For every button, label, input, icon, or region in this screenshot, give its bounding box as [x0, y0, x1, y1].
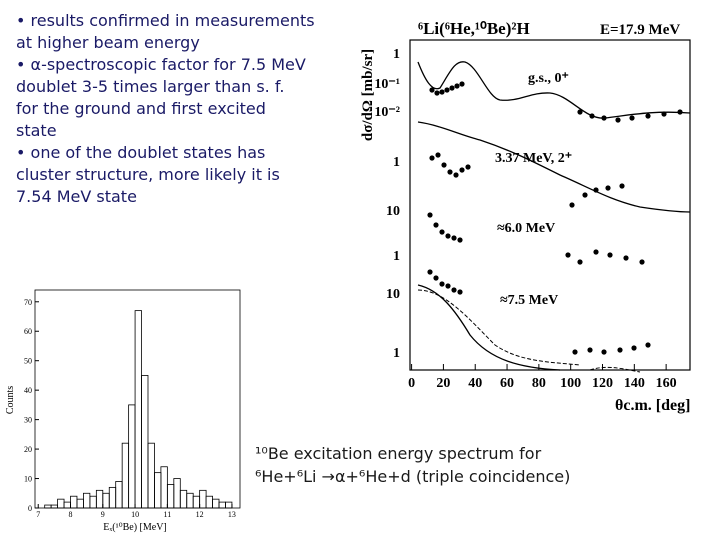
x-tick-label: 10 — [131, 510, 139, 519]
histogram-bar — [192, 495, 201, 509]
bullet-line: state — [16, 121, 57, 140]
curve — [417, 121, 691, 213]
y-tick-label: 30 — [24, 416, 32, 425]
data-points — [427, 81, 683, 355]
histogram-bar — [102, 492, 110, 509]
histogram-bar — [218, 501, 226, 509]
plot-frame — [409, 39, 691, 371]
panel-label: g.s., 0⁺ — [528, 71, 569, 86]
curve — [589, 366, 641, 373]
y-tick-label: 70 — [24, 298, 32, 307]
histogram-bar — [160, 466, 168, 509]
y-tick-label: 10 — [24, 475, 32, 484]
histogram-bar — [57, 498, 65, 509]
x-tick-label: 40 — [468, 376, 482, 391]
y-tick-label: 1 — [393, 155, 400, 170]
panel-label: 3.37 MeV, 2⁺ — [495, 151, 572, 166]
bullet-line: • one of the doublet states has — [16, 143, 266, 162]
histogram-bar — [225, 501, 233, 509]
histogram-bar — [212, 498, 220, 509]
bullet-line: • results confirmed in measurements — [16, 11, 315, 30]
histogram-bar — [128, 404, 136, 509]
histogram-bar — [186, 492, 194, 509]
y-tick-label: 20 — [24, 445, 32, 454]
y-tick-label: 10⁻¹ — [374, 77, 400, 92]
bullet-line: for the ground and first excited — [16, 99, 266, 118]
curve — [417, 289, 581, 366]
histogram-bar — [179, 489, 188, 509]
caption-line: ⁶He+⁶Li →α+⁶He+d (triple coincidence) — [255, 467, 571, 486]
energy-label: E=17.9 MeV — [600, 22, 680, 38]
hist-x-label: Eₓ(¹⁰Be) [MeV] — [103, 522, 167, 533]
caption: ¹⁰Be excitation energy spectrum for ⁶He+… — [255, 442, 570, 488]
histogram-bar — [154, 472, 162, 509]
x-tick-label: 160 — [656, 376, 677, 391]
histogram-bar — [147, 442, 155, 509]
histogram-bar — [50, 504, 58, 509]
y-tick-label: 10 — [386, 204, 400, 219]
x-tick-label: 120 — [592, 376, 613, 391]
histogram-bar — [108, 486, 117, 509]
x-tick-label: 20 — [436, 376, 450, 391]
x-tick-label: 9 — [101, 510, 105, 519]
x-tick-label: 11 — [164, 510, 172, 519]
x-tick-label: 7 — [36, 510, 40, 519]
histogram-bar — [199, 489, 207, 509]
x-tick-label: 140 — [624, 376, 645, 391]
bullet-line: at higher beam energy — [16, 33, 200, 52]
curve — [417, 61, 691, 119]
x-tick-label: 100 — [560, 376, 581, 391]
histogram-bar — [166, 484, 175, 509]
panel-label: ≈6.0 MeV — [497, 221, 555, 236]
panel-label: ≈7.5 MeV — [500, 293, 558, 308]
x-tick-label: 12 — [196, 510, 204, 519]
histogram-bar — [141, 375, 149, 509]
y-tick-label: 1 — [393, 346, 400, 361]
histogram-bar — [173, 478, 181, 509]
x-axis-label: θc.m. [deg] — [615, 397, 690, 414]
histogram-bar — [89, 495, 97, 509]
histogram-bar — [115, 481, 123, 509]
histogram-bar — [44, 504, 52, 509]
histogram-bar — [63, 501, 71, 509]
x-tick-label: 13 — [228, 510, 236, 519]
y-tick-label: 1 — [393, 249, 400, 264]
histogram-bar — [95, 489, 104, 509]
x-tick-label: 60 — [500, 376, 514, 391]
histogram-bar — [121, 442, 130, 509]
y-tick-label: 10⁻² — [374, 105, 400, 120]
histogram-bar — [134, 310, 142, 509]
histogram-bar — [83, 492, 91, 509]
histogram-frame — [34, 289, 241, 509]
y-tick-label: 50 — [24, 357, 32, 366]
bullet-line: cluster structure, more likely it is — [16, 165, 280, 184]
y-tick-label: 10 — [386, 287, 400, 302]
y-tick-label: 60 — [24, 327, 32, 336]
histogram-bar — [205, 495, 213, 509]
hist-y-label: Counts — [5, 386, 16, 414]
y-tick-label: 40 — [24, 386, 32, 395]
x-tick-label: 80 — [532, 376, 546, 391]
x-tick-label: 8 — [69, 510, 73, 519]
bullet-line: doublet 3-5 times larger than s. f. — [16, 77, 285, 96]
angular-figure — [409, 39, 691, 373]
bullet-line: 7.54 MeV state — [16, 187, 137, 206]
caption-line: ¹⁰Be excitation energy spectrum for — [255, 444, 542, 463]
histogram-bar — [76, 498, 84, 509]
y-tick-label: 0 — [28, 504, 32, 513]
y-axis-label: dσ/dΩ [mb/sr] — [360, 49, 376, 141]
figure-title: ⁶Li(⁶He,¹⁰Be)²H — [418, 19, 530, 38]
bullet-line: • α-spectroscopic factor for 7.5 MeV — [16, 55, 306, 74]
y-tick-label: 1 — [393, 47, 400, 62]
x-tick-label: 0 — [408, 376, 415, 391]
bullet-list: • results confirmed in measurements at h… — [16, 10, 356, 208]
histogram-bar — [70, 495, 78, 509]
